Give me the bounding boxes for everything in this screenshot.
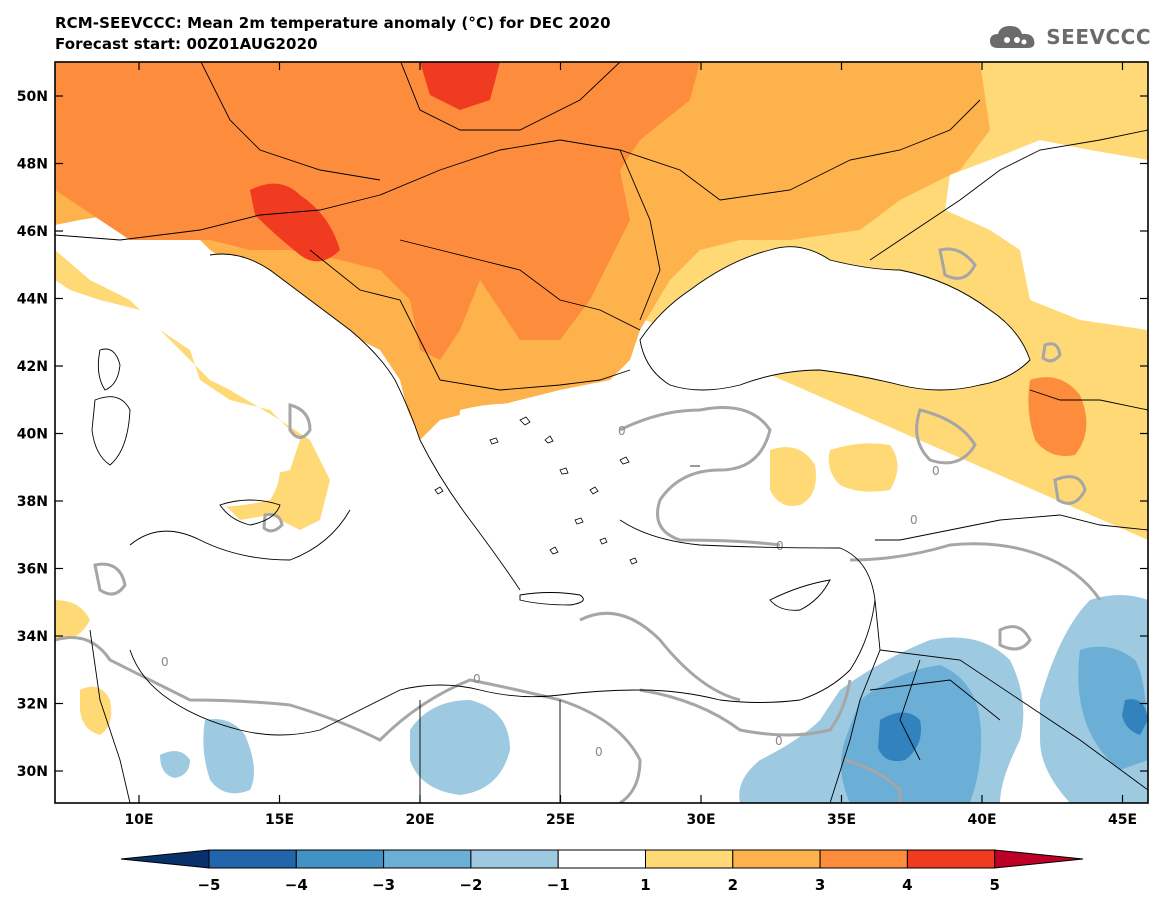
contour-label: 0 [776, 539, 784, 553]
chart-title: RCM-SEEVCCC: Mean 2m temperature anomaly… [55, 14, 611, 32]
colorbar-segment [295, 849, 385, 869]
colorbar-segment [383, 849, 472, 869]
colorbar-segment [732, 849, 821, 869]
warm-anomaly-caucasus [1028, 377, 1087, 456]
cold-anomaly-3-4 [878, 699, 1148, 762]
colorbar-segment [208, 849, 297, 869]
lat-label: 50N [17, 89, 48, 105]
seevccc-logo: SEEVCCC [988, 22, 1151, 52]
contour-label: 0 [161, 655, 169, 669]
contour-labels: 0 0 0 0 0 0 0 0 [161, 424, 940, 759]
colorbar: −5 −4 −3 −2 −1 1 2 3 4 5 [120, 849, 1084, 894]
lat-label: 40N [17, 427, 48, 443]
lat-label: 30N [17, 764, 48, 780]
mediterranean-sea [125, 273, 875, 735]
colorbar-segment [906, 849, 996, 869]
warm-anomaly-3-4 [250, 62, 500, 262]
latitude-axis: 50N 48N 46N 44N 42N 40N 38N 36N 34N 32N 30N [17, 89, 1148, 780]
lat-label: 46N [17, 224, 48, 240]
colorbar-label: −1 [547, 876, 570, 894]
lon-label: 15E [265, 812, 294, 828]
lat-label: 48N [17, 157, 48, 173]
contour-label: 0 [473, 672, 481, 686]
longitude-axis: 10E 15E 20E 25E 30E 35E 40E 45E [124, 62, 1137, 828]
lon-label: 20E [405, 812, 434, 828]
lon-label: 10E [124, 812, 153, 828]
colorbar-label: −5 [197, 876, 220, 894]
lat-label: 44N [17, 292, 48, 308]
colorbar-segment [645, 849, 734, 869]
map-frame [54, 61, 1149, 804]
colorbar-high-extension [994, 849, 1084, 869]
colorbar-segment [819, 849, 908, 869]
islands [434, 416, 700, 565]
warm-anomaly-africa [55, 600, 112, 735]
colorbar-label: 5 [989, 876, 999, 894]
colorbar-segment [557, 849, 647, 869]
lon-label: 25E [546, 812, 575, 828]
lon-label: 40E [967, 812, 996, 828]
black-sea [640, 246, 1030, 390]
aegean-sea [458, 403, 615, 594]
colorbar-label: −2 [459, 876, 482, 894]
lat-label: 34N [17, 629, 48, 645]
lat-label: 38N [17, 494, 48, 510]
colorbar-label: 2 [728, 876, 738, 894]
lon-label: 35E [827, 812, 856, 828]
cold-anomaly-2-3 [841, 646, 1148, 803]
colorbar-label: 1 [640, 876, 650, 894]
coastlines-borders [55, 62, 1148, 803]
contour-label: 0 [618, 424, 626, 438]
lon-label: 30E [686, 812, 715, 828]
lon-label: 45E [1108, 812, 1137, 828]
tyrrhenian-sea [126, 386, 280, 507]
cloud-icon [990, 26, 1035, 48]
contour-label: 0 [932, 464, 940, 478]
logo-text: SEEVCCC [1046, 25, 1151, 49]
colorbar-low-extension [120, 849, 210, 869]
warm-anomaly-2-3 [55, 62, 700, 360]
colorbar-label: 3 [815, 876, 825, 894]
map-field: 0 0 0 0 0 0 0 0 [55, 62, 1148, 803]
contour-label: 0 [910, 513, 918, 527]
warm-anomaly-central-europe [55, 120, 240, 205]
colorbar-label: −4 [285, 876, 308, 894]
lat-label: 42N [17, 359, 48, 375]
forecast-start: Forecast start: 00Z01AUG2020 [55, 35, 318, 53]
zero-contours [55, 247, 1102, 803]
adriatic-sea [210, 254, 395, 389]
colorbar-segment [470, 849, 559, 869]
colorbar-label: 4 [902, 876, 912, 894]
contour-label: 0 [595, 745, 603, 759]
colorbar-label: −3 [372, 876, 395, 894]
contour-label: 0 [775, 734, 783, 748]
lat-label: 32N [17, 697, 48, 713]
lat-label: 36N [17, 562, 48, 578]
warm-anomaly-anatolia [770, 443, 898, 506]
